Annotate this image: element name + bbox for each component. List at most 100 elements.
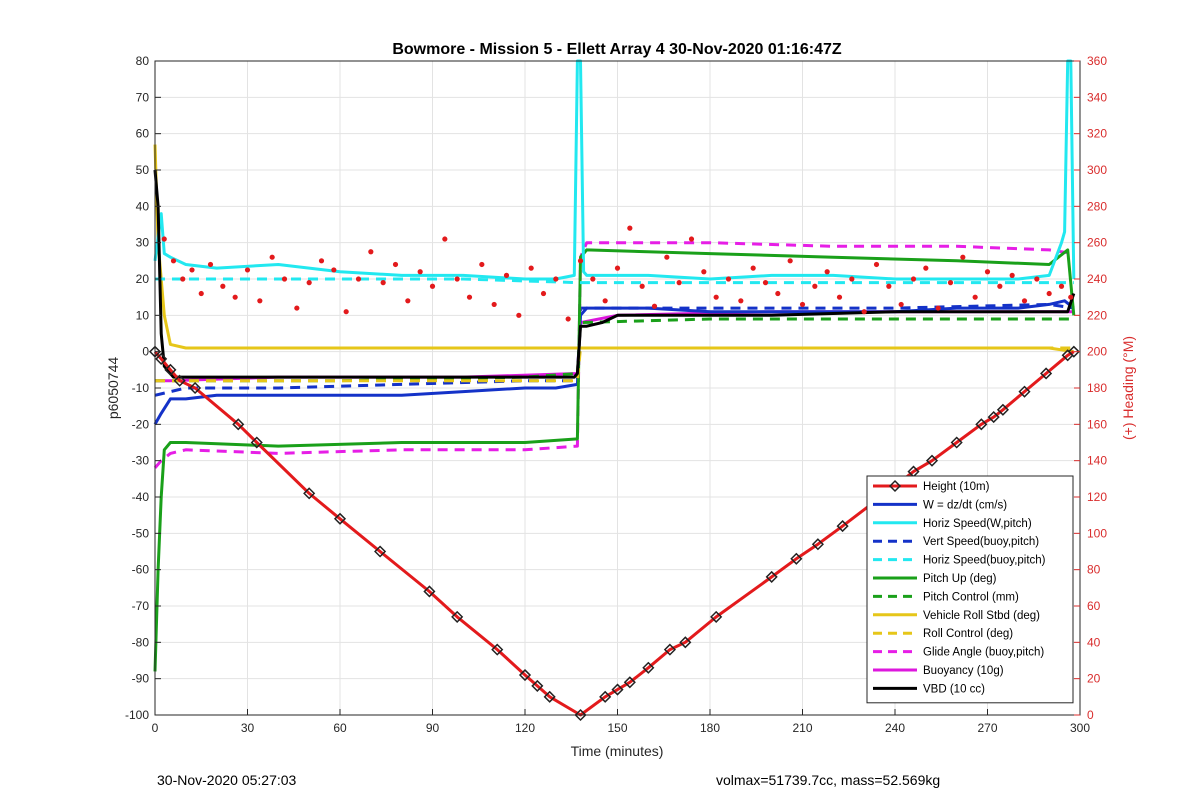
y2-tick-label: 100 bbox=[1087, 526, 1107, 540]
heading-point bbox=[189, 267, 195, 273]
height-marker bbox=[303, 487, 316, 500]
heading-point bbox=[997, 283, 1003, 289]
x-tick-label: 270 bbox=[977, 721, 997, 735]
height-marker bbox=[250, 436, 263, 449]
heading-point bbox=[1021, 298, 1028, 304]
series-line bbox=[153, 59, 1076, 281]
y-tick-label: 40 bbox=[136, 199, 150, 213]
legend-label: Pitch Up (deg) bbox=[923, 573, 997, 585]
heading-point bbox=[787, 258, 793, 264]
heading-point bbox=[417, 269, 423, 275]
heading-point bbox=[824, 269, 830, 275]
legend-label: Horiz Speed(W,pitch) bbox=[923, 518, 1032, 530]
y2-tick-label: 180 bbox=[1087, 381, 1107, 395]
legend: Height (10m) W = dz/dt (cm/s) Horiz Speed(… bbox=[866, 475, 1074, 704]
legend-label: Buoyancy (10g) bbox=[923, 665, 1004, 677]
y2-tick-label: 260 bbox=[1087, 236, 1107, 250]
series-line bbox=[153, 241, 1075, 469]
y-tick-label: 10 bbox=[136, 308, 150, 322]
y2-tick-label: 80 bbox=[1087, 563, 1101, 577]
heading-point bbox=[442, 236, 448, 242]
height-marker bbox=[543, 690, 556, 703]
legend-label: Horiz Speed(buoy,pitch) bbox=[923, 555, 1046, 567]
x-tick-label: 30 bbox=[241, 721, 255, 735]
y-tick-label: 50 bbox=[136, 163, 150, 177]
series-line bbox=[153, 350, 1075, 717]
y-tick-label: -90 bbox=[132, 672, 150, 686]
height-marker bbox=[987, 411, 1000, 424]
y2-tick-label: 280 bbox=[1087, 199, 1107, 213]
legend-label: Height (10m) bbox=[923, 481, 990, 493]
heading-point bbox=[935, 305, 941, 311]
legend-label: Pitch Control (mm) bbox=[923, 591, 1019, 603]
heading-point bbox=[750, 265, 756, 271]
heading-point bbox=[466, 294, 473, 300]
heading-point bbox=[198, 290, 204, 297]
y2-tick-label: 320 bbox=[1087, 127, 1107, 141]
x-tick-label: 0 bbox=[152, 721, 159, 735]
height-marker bbox=[950, 436, 963, 449]
x-tick-label: 240 bbox=[885, 721, 905, 735]
heading-point bbox=[799, 301, 806, 308]
x-tick-label: 180 bbox=[700, 721, 720, 735]
y-tick-label: 60 bbox=[136, 127, 150, 141]
heading-point bbox=[368, 249, 374, 255]
y-tick-label: 80 bbox=[136, 54, 150, 68]
heading-point bbox=[479, 261, 485, 268]
y-tick-label: -70 bbox=[132, 599, 150, 613]
y2-tick-label: 160 bbox=[1087, 417, 1107, 431]
heading-point bbox=[960, 254, 966, 260]
height-marker bbox=[173, 374, 186, 387]
heading-point bbox=[590, 276, 596, 282]
heading-point bbox=[676, 280, 682, 286]
heading-point bbox=[762, 280, 769, 286]
height-marker bbox=[374, 545, 387, 558]
height-marker bbox=[155, 352, 168, 365]
legend-label: VBD (10 cc) bbox=[923, 683, 985, 695]
heading-point bbox=[405, 298, 411, 304]
heading-point bbox=[1034, 276, 1040, 282]
heading-point bbox=[836, 294, 843, 300]
height-marker bbox=[975, 418, 988, 431]
height-marker bbox=[333, 512, 347, 525]
y-tick-label: -10 bbox=[132, 381, 150, 395]
y-tick-label: 20 bbox=[136, 272, 150, 286]
series-line bbox=[155, 317, 1074, 383]
height-marker bbox=[623, 676, 636, 689]
heading-point bbox=[1046, 290, 1052, 297]
heading-point bbox=[380, 280, 386, 286]
y-tick-label: -50 bbox=[132, 526, 150, 540]
height-marker bbox=[710, 610, 723, 623]
x-axis-label: Time (minutes) bbox=[571, 743, 664, 759]
heading-point bbox=[355, 276, 362, 282]
heading-point bbox=[318, 258, 325, 264]
y2-tick-label: 240 bbox=[1087, 272, 1107, 286]
x-tick-label: 120 bbox=[515, 721, 535, 735]
heading-point bbox=[491, 301, 497, 308]
height-marker bbox=[423, 585, 436, 598]
heading-point bbox=[454, 276, 460, 282]
height-marker bbox=[164, 363, 177, 376]
height-marker bbox=[531, 679, 544, 692]
height-marker bbox=[1067, 345, 1080, 358]
heading-point bbox=[516, 312, 522, 318]
heading-point bbox=[614, 265, 621, 271]
height-marker bbox=[599, 690, 612, 703]
y-tick-label: -100 bbox=[125, 708, 149, 722]
heading-point bbox=[1058, 283, 1065, 289]
y2-tick-label: 20 bbox=[1087, 672, 1101, 686]
series-line bbox=[153, 169, 1076, 379]
x-tick-label: 210 bbox=[792, 721, 812, 735]
height-marker bbox=[491, 643, 504, 656]
heading-point bbox=[232, 294, 238, 300]
height-marker bbox=[790, 552, 803, 565]
heading-point bbox=[775, 290, 781, 297]
x-tick-label: 90 bbox=[426, 721, 440, 735]
y-tick-label: -60 bbox=[132, 563, 150, 577]
series-line bbox=[153, 248, 1076, 672]
heading-point bbox=[923, 265, 929, 271]
x-tick-label: 60 bbox=[333, 721, 347, 735]
height-marker bbox=[189, 381, 202, 395]
y2-tick-labels: 3603403203002802602402202001801601401201… bbox=[1074, 54, 1107, 722]
